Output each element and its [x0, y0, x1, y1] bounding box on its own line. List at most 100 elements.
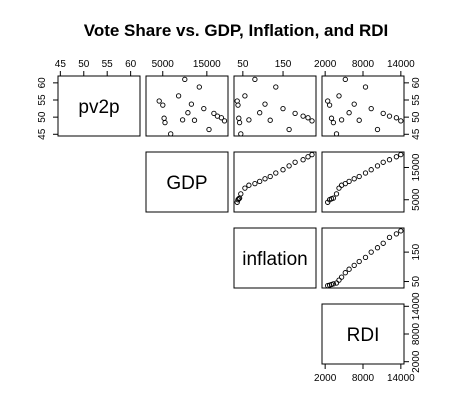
point-GDP-inflation-15 [300, 157, 306, 163]
diagonal-label-inflation: inflation [242, 249, 308, 270]
point-pv2p-RDI-0 [325, 98, 331, 104]
point-pv2p-GDP-11 [196, 84, 202, 90]
point-GDP-RDI-16 [393, 154, 400, 160]
point-pv2p-inflation-13 [286, 126, 292, 133]
point-pv2p-inflation-6 [246, 117, 252, 123]
point-pv2p-RDI-6 [338, 117, 345, 123]
tick-label-inflation-0: 50 [237, 59, 249, 70]
tick-label-RDI-2: 14000 [387, 59, 415, 70]
tick-label-pv2p-3: 60 [411, 77, 422, 89]
tick-label-pv2p-1: 50 [37, 111, 48, 123]
point-inflation-RDI-16 [393, 231, 400, 237]
point-GDP-inflation-1 [235, 197, 241, 203]
point-pv2p-inflation-15 [300, 113, 306, 119]
point-pv2p-RDI-4 [333, 131, 340, 137]
point-pv2p-RDI-16 [393, 115, 400, 121]
point-inflation-RDI-15 [386, 234, 393, 241]
tick-label-pv2p-2: 55 [102, 59, 114, 70]
tick-label-RDI-1: 8000 [352, 373, 375, 384]
diagonal-label-pv2p: pv2p [78, 97, 119, 118]
tick-label-inflation-0: 50 [411, 276, 422, 288]
tick-label-inflation-1: 150 [275, 59, 292, 70]
tick-label-GDP-0: 5000 [411, 188, 422, 211]
point-pv2p-inflation-2 [236, 115, 242, 121]
point-GDP-RDI-11 [362, 170, 369, 176]
point-pv2p-inflation-17 [309, 118, 315, 124]
point-GDP-inflation-14 [292, 159, 298, 165]
point-pv2p-GDP-7 [182, 76, 188, 83]
point-GDP-inflation-16 [305, 154, 311, 160]
point-GDP-RDI-14 [380, 159, 386, 165]
point-pv2p-GDP-0 [156, 98, 162, 104]
tick-label-RDI-2: 14000 [411, 292, 422, 320]
point-pv2p-RDI-14 [380, 110, 386, 117]
point-inflation-RDI-11 [362, 254, 369, 261]
tick-label-RDI-0: 2000 [314, 59, 337, 70]
diagonal-label-RDI: RDI [347, 325, 380, 346]
point-GDP-RDI-7 [342, 180, 348, 187]
panel-pv2p-vs-RDI [321, 75, 405, 137]
point-pv2p-inflation-7 [252, 76, 258, 83]
tick-label-pv2p-2: 55 [411, 94, 422, 106]
point-pv2p-RDI-13 [374, 126, 381, 133]
point-GDP-RDI-13 [374, 163, 381, 169]
point-pv2p-inflation-4 [238, 131, 244, 137]
panel-GDP-vs-inflation [233, 151, 317, 213]
point-GDP-inflation-11 [273, 170, 279, 176]
tick-label-RDI-0: 2000 [411, 350, 422, 373]
point-GDP-inflation-13 [286, 163, 292, 169]
point-pv2p-inflation-0 [234, 98, 240, 104]
point-pv2p-RDI-8 [346, 110, 352, 116]
point-pv2p-inflation-3 [236, 119, 243, 126]
point-pv2p-inflation-11 [273, 84, 279, 90]
point-GDP-inflation-6 [246, 182, 252, 188]
tick-label-RDI-1: 8000 [352, 59, 375, 70]
point-inflation-RDI-7 [342, 270, 348, 276]
point-pv2p-GDP-17 [221, 118, 228, 124]
point-pv2p-inflation-12 [280, 105, 286, 112]
tick-label-pv2p-3: 60 [37, 77, 48, 89]
tick-label-pv2p-2: 55 [37, 94, 48, 106]
point-pv2p-inflation-9 [262, 101, 268, 107]
point-inflation-RDI-8 [346, 266, 352, 272]
point-pv2p-RDI-9 [351, 101, 357, 107]
point-pv2p-RDI-2 [328, 115, 335, 121]
point-GDP-inflation-9 [262, 176, 268, 182]
point-pv2p-RDI-3 [330, 119, 337, 126]
point-pv2p-GDP-4 [168, 131, 174, 137]
panel-inflation-vs-inflation [233, 227, 317, 289]
point-inflation-RDI-14 [380, 240, 386, 246]
panel-GDP-vs-GDP [145, 151, 229, 213]
point-inflation-RDI-12 [368, 249, 374, 255]
point-GDP-inflation-10 [267, 173, 273, 180]
point-inflation-RDI-13 [374, 245, 381, 251]
point-GDP-RDI-3 [330, 195, 337, 201]
tick-label-GDP-1: 15000 [193, 59, 221, 70]
point-pv2p-GDP-12 [201, 105, 207, 112]
point-inflation-RDI-9 [351, 262, 357, 269]
point-pv2p-GDP-6 [179, 117, 186, 123]
point-pv2p-inflation-1 [235, 102, 241, 108]
point-pv2p-RDI-10 [356, 117, 362, 123]
point-pv2p-inflation-8 [257, 110, 263, 116]
tick-label-GDP-1: 15000 [411, 153, 422, 181]
point-GDP-inflation-2 [236, 196, 242, 202]
tick-label-pv2p-1: 50 [411, 111, 422, 123]
point-pv2p-RDI-17 [398, 118, 404, 124]
point-GDP-RDI-15 [386, 157, 393, 163]
point-GDP-inflation-4 [238, 191, 244, 197]
point-pv2p-GDP-10 [191, 117, 198, 123]
tick-label-pv2p-3: 60 [125, 59, 137, 70]
point-GDP-inflation-7 [252, 180, 258, 187]
tick-label-RDI-2: 14000 [387, 373, 415, 384]
tick-label-RDI-0: 2000 [314, 373, 337, 384]
tick-label-GDP-0: 5000 [152, 59, 175, 70]
point-pv2p-inflation-5 [242, 93, 248, 99]
chart-title: Vote Share vs. GDP, Inflation, and RDI [84, 21, 389, 40]
point-pv2p-RDI-5 [336, 93, 342, 99]
point-pv2p-inflation-16 [305, 115, 311, 121]
point-GDP-RDI-4 [333, 191, 340, 197]
point-inflation-RDI-5 [336, 277, 342, 283]
point-GDP-inflation-12 [280, 167, 286, 173]
